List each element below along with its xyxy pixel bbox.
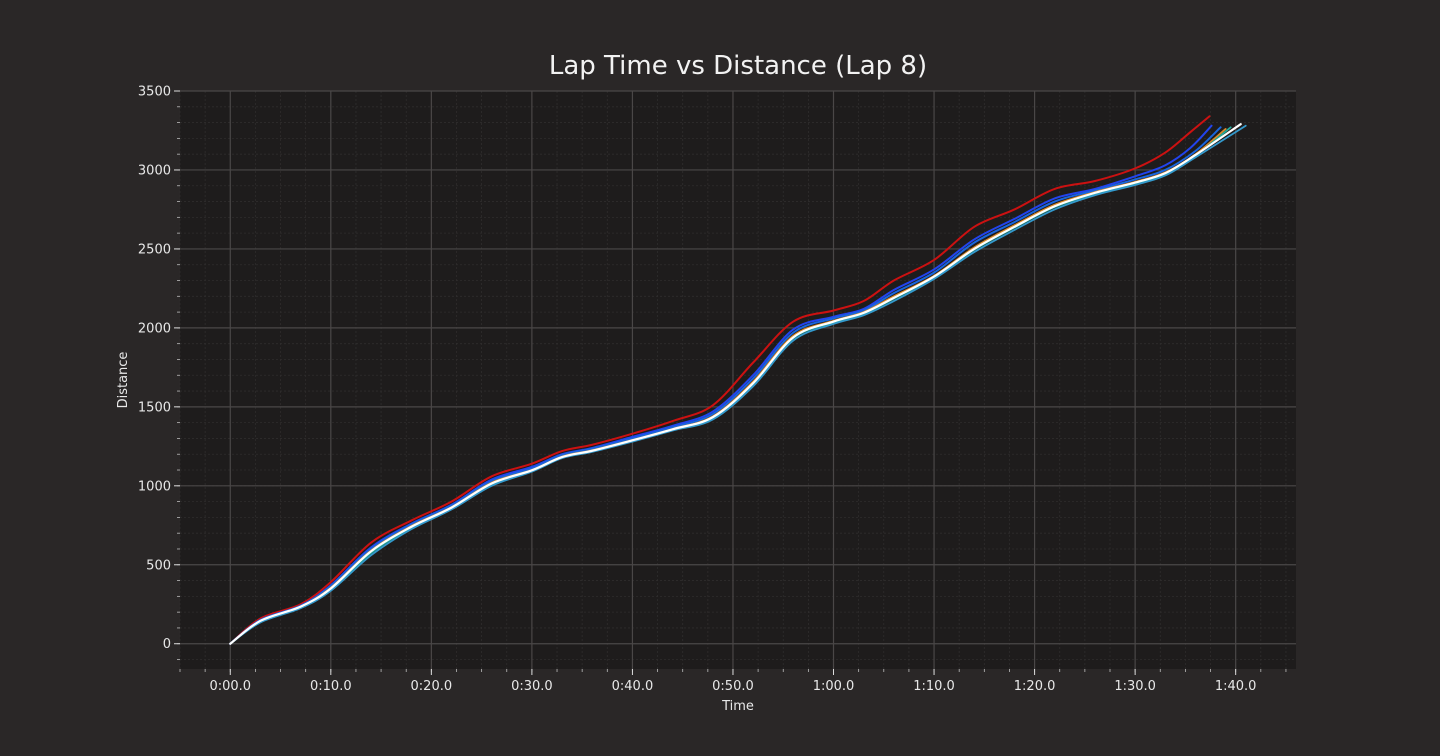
x-tick-label: 1:30.0 bbox=[1114, 679, 1156, 694]
series-line-7 bbox=[229, 123, 1242, 645]
y-tick-label: 1500 bbox=[138, 400, 171, 415]
x-tick-label: 1:10.0 bbox=[913, 679, 955, 694]
y-tick-label: 3000 bbox=[138, 163, 171, 178]
series-line-2 bbox=[229, 124, 1213, 645]
y-tick-label: 2000 bbox=[138, 321, 171, 336]
x-tick-label: 0:50.0 bbox=[712, 679, 754, 694]
y-tick-label: 1000 bbox=[138, 479, 171, 494]
x-tick-label: 0:20.0 bbox=[411, 679, 453, 694]
y-tick-label: 500 bbox=[146, 558, 171, 573]
y-tick-label: 0 bbox=[163, 637, 171, 652]
series-line-1 bbox=[229, 115, 1211, 645]
y-tick-label: 2500 bbox=[138, 242, 171, 257]
x-tick-label: 1:00.0 bbox=[813, 679, 855, 694]
y-tick-label: 3500 bbox=[138, 85, 171, 100]
x-tick-label: 0:30.0 bbox=[511, 679, 553, 694]
x-axis-label: Time bbox=[721, 699, 754, 714]
series-line-6 bbox=[229, 124, 1247, 645]
x-tick-label: 0:00.0 bbox=[209, 679, 251, 694]
major-grid bbox=[180, 90, 1296, 669]
x-tick-label: 0:10.0 bbox=[310, 679, 352, 694]
x-tick-label: 1:20.0 bbox=[1014, 679, 1056, 694]
x-tick-label: 1:40.0 bbox=[1215, 679, 1257, 694]
chart-title: Lap Time vs Distance (Lap 8) bbox=[549, 51, 927, 81]
series-line-3 bbox=[229, 126, 1222, 645]
series-layer bbox=[229, 115, 1247, 645]
y-axis-label: Distance bbox=[116, 352, 131, 409]
x-tick-label: 0:40.0 bbox=[612, 679, 654, 694]
axes-layer: 0:00.0 0:10.0 0:20.0 0:30.0 0:40.0 0:50.0 1:00… bbox=[138, 85, 1287, 694]
